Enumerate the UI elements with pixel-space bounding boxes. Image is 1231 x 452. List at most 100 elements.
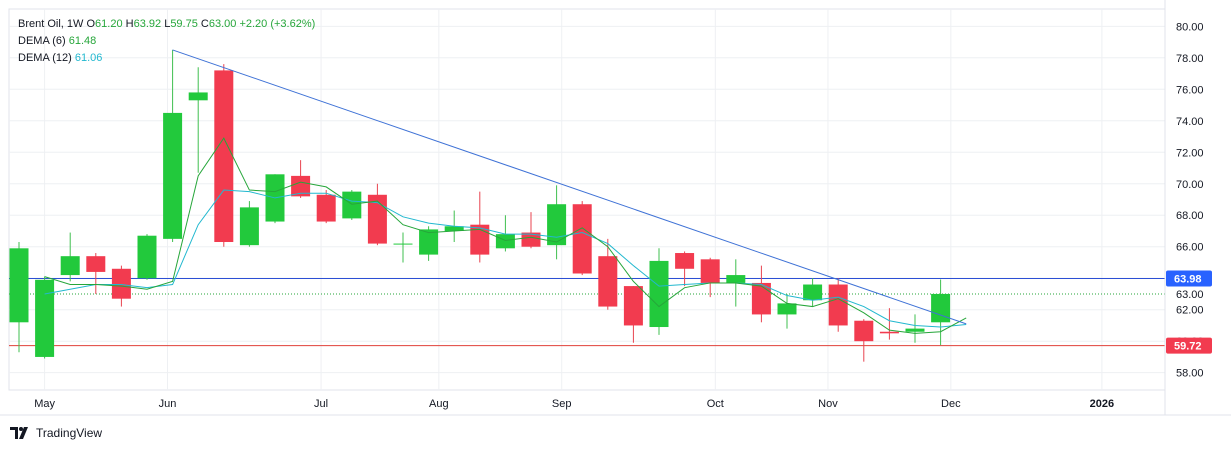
candle-body xyxy=(239,207,259,246)
legend-symbol[interactable]: Brent Oil xyxy=(18,18,61,30)
chart-legend: Brent Oil, 1W O61.20 H63.92 L59.75 C63.0… xyxy=(18,16,315,67)
candles xyxy=(9,49,951,362)
y-tick-label: 58.00 xyxy=(1176,368,1204,380)
candle-body xyxy=(700,259,720,283)
legend-change: +2.20 (+3.62%) xyxy=(239,18,316,30)
y-tick-label: 68.00 xyxy=(1176,210,1204,222)
tradingview-logo-icon xyxy=(10,427,28,439)
tradingview-brand[interactable]: TradingView xyxy=(10,426,102,440)
trendline xyxy=(172,49,967,325)
brand-name: TradingView xyxy=(36,426,103,440)
candle-body xyxy=(163,112,183,239)
candle xyxy=(905,314,925,343)
candle-body xyxy=(444,226,464,231)
legend-high-label: H xyxy=(125,18,134,30)
level-lines xyxy=(9,278,1165,347)
candle-body xyxy=(393,243,413,245)
candle-body xyxy=(316,194,336,222)
legend-close-value: 63.00 xyxy=(208,18,237,30)
candle xyxy=(700,257,720,298)
candle-body xyxy=(803,284,823,301)
x-tick-label: 2026 xyxy=(1090,398,1114,410)
candle-body xyxy=(214,70,234,243)
x-tick-label: Jul xyxy=(314,398,328,410)
candle-body xyxy=(598,256,618,307)
candle-body xyxy=(931,293,951,323)
candle xyxy=(316,190,336,224)
legend-ohlc-row: Brent Oil, 1W O61.20 H63.92 L59.75 C63.0… xyxy=(18,18,316,30)
candle xyxy=(291,160,311,198)
candle-body xyxy=(86,256,106,272)
candle xyxy=(521,212,541,249)
legend-interval[interactable]: 1W xyxy=(66,18,84,30)
y-tick-label: 78.00 xyxy=(1176,53,1204,65)
candle-body xyxy=(905,328,925,332)
candle xyxy=(163,49,183,243)
dema6-line xyxy=(44,137,967,334)
candle xyxy=(675,251,695,287)
candle-body xyxy=(35,279,55,357)
legend-close-label: C xyxy=(200,18,209,30)
candle xyxy=(803,278,823,307)
candle xyxy=(393,232,413,263)
legend-open-label: O xyxy=(86,18,96,30)
price-badges: 63.98 63.00 59.72 xyxy=(1166,270,1212,354)
y-tick-label: 66.00 xyxy=(1176,242,1204,254)
legend-dema6-value: 61.48 xyxy=(68,35,97,47)
candle-body xyxy=(854,320,874,342)
candle xyxy=(495,215,515,252)
candle xyxy=(598,238,618,310)
trendline-layer[interactable] xyxy=(172,49,967,325)
candle-body xyxy=(726,275,746,283)
candle-body xyxy=(419,229,439,255)
legend-dema12-value: 61.06 xyxy=(74,52,103,64)
legend-dema6-label: DEMA (6) xyxy=(18,35,66,47)
candle-body xyxy=(675,253,695,269)
y-tick-label: 80.00 xyxy=(1176,21,1204,33)
y-tick-label: 76.00 xyxy=(1176,84,1204,96)
candle xyxy=(239,201,259,247)
candle-body xyxy=(470,224,490,255)
candle xyxy=(931,279,951,346)
candle-body xyxy=(291,175,311,197)
candle xyxy=(751,265,771,323)
candle-body xyxy=(495,234,515,249)
candle-body xyxy=(828,284,848,326)
price-badge xyxy=(1166,337,1212,354)
candle xyxy=(879,308,899,340)
legend-dema6-row[interactable]: DEMA (6) 61.48 xyxy=(18,33,315,50)
candle xyxy=(572,201,592,276)
x-tick-label: Oct xyxy=(707,398,724,410)
candle-body xyxy=(572,204,592,274)
price-badge-label: 59.72 xyxy=(1174,341,1202,353)
x-tick-label: Dec xyxy=(941,398,961,410)
candle xyxy=(86,253,106,294)
candle xyxy=(419,226,439,261)
y-tick-label: 74.00 xyxy=(1176,116,1204,128)
y-tick-label: 62.00 xyxy=(1176,305,1204,317)
candle-body xyxy=(9,248,29,323)
legend-open-value: 61.20 xyxy=(95,18,123,30)
candle xyxy=(623,286,643,343)
candle xyxy=(265,174,285,224)
candle xyxy=(214,64,234,247)
candle-body xyxy=(649,260,669,328)
candle xyxy=(35,276,55,359)
candle-body xyxy=(879,331,899,334)
candle-body xyxy=(342,191,362,219)
legend-dema12-label: DEMA (12) xyxy=(18,52,72,64)
candle xyxy=(854,319,874,362)
x-tick-label: Aug xyxy=(429,398,449,410)
legend-dema12-row[interactable]: DEMA (12) 61.06 xyxy=(18,50,315,67)
candle xyxy=(9,242,29,353)
x-tick-label: Sep xyxy=(552,398,572,410)
candle-body xyxy=(547,204,567,246)
price-badge xyxy=(1166,270,1212,287)
candle xyxy=(777,293,797,329)
candle-body xyxy=(367,194,387,244)
x-tick-label: May xyxy=(34,398,55,410)
price-badge-label: 63.98 xyxy=(1174,274,1202,286)
price-badge-label: 63.00 xyxy=(1176,289,1204,301)
candle xyxy=(547,185,567,260)
